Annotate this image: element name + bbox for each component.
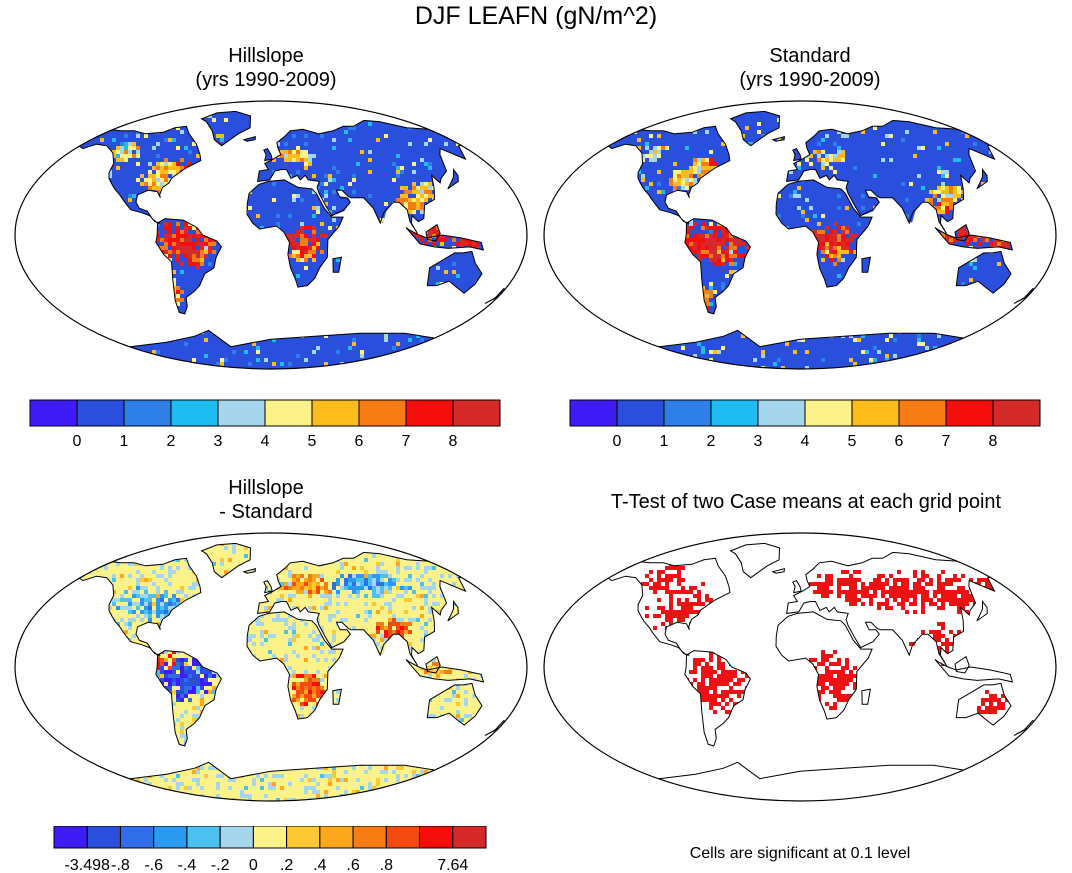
colorbar-tick-label: 4 (261, 433, 270, 450)
map-hillslope (14, 100, 528, 370)
map-border (14, 532, 528, 802)
colorbar-swatch (119, 826, 155, 849)
colorbar-tick-label: 1 (660, 433, 669, 450)
panel-title-line: Standard (769, 45, 851, 67)
colorbar-swatch (898, 399, 947, 427)
map-standard (543, 100, 1057, 370)
colorbar-tick-label: .4 (313, 857, 326, 873)
colorbar-tick-label: -.4 (178, 857, 197, 873)
panel-title-line: T-Test of two Case means at each grid po… (610, 491, 1002, 513)
colorbar-swatch (123, 399, 172, 427)
land-fill (78, 543, 508, 801)
map-difference (14, 532, 528, 802)
colorbar-tick-label: -.2 (211, 857, 230, 873)
colorbar-swatch (569, 399, 618, 427)
colorbar-tick-label: 7.64 (437, 857, 468, 873)
colorbar-swatch (311, 399, 360, 427)
colorbar-tick-label: .2 (280, 857, 293, 873)
colorbar-swatch (851, 399, 900, 427)
colorbar-tick-label: 6 (895, 433, 904, 450)
map-ttest (543, 532, 1057, 802)
colorbar-tick-label: 0 (249, 857, 258, 873)
panel-title-line: (yrs 1990-2009) (739, 69, 881, 91)
colorbar-tick-label: 0 (613, 433, 622, 450)
panel-title-ttest: T-Test of two Case means at each grid po… (540, 490, 1072, 514)
colorbar-tick-label: 3 (754, 433, 763, 450)
colorbar-swatch (385, 826, 421, 849)
colorbar-tick-label: 4 (801, 433, 810, 450)
colorbar-tick-label: 1 (120, 433, 129, 450)
colorbar-swatch (352, 826, 387, 849)
colorbar-swatch (170, 399, 219, 427)
colorbar-tick-label: 2 (707, 433, 716, 450)
colorbar-swatch (53, 826, 88, 849)
colorbar-swatch (186, 826, 221, 849)
colorbar-swatch (452, 399, 501, 427)
colorbar-difference: -3.498 -.8 -.6 -.4 -.2 0 .2 .4 .6 .8 7.64 (53, 826, 487, 873)
colorbar-swatch (419, 826, 454, 849)
colorbar-swatch (252, 826, 288, 849)
panel-title-standard: Standard (yrs 1990-2009) (680, 44, 940, 92)
colorbar-swatch (219, 826, 254, 849)
colorbar-swatch (319, 826, 354, 849)
colorbar-swatch (710, 399, 759, 427)
colorbar-swatch (663, 399, 712, 427)
significance-footnote: Cells are significant at 0.1 level (689, 845, 911, 862)
colorbar-swatch (757, 399, 806, 427)
map-border (543, 532, 1057, 802)
colorbar-tick-label: 6 (355, 433, 364, 450)
colorbar-swatch (358, 399, 407, 427)
panel-title-line: (yrs 1990-2009) (195, 69, 337, 91)
colorbar-tick-label: 5 (308, 433, 317, 450)
colorbar-tick-label: -.8 (111, 857, 130, 873)
colorbar-swatch (286, 826, 321, 849)
coastlines (607, 110, 1038, 369)
land-fill (78, 111, 508, 369)
colorbar-tick-label: 0 (73, 433, 82, 450)
colorbar-swatch (153, 826, 188, 849)
panel-title-line: - Standard (219, 501, 313, 523)
colorbar-swatch (804, 399, 853, 427)
colorbar-tick-label: -3.498 (65, 857, 110, 873)
colorbar-swatch (992, 399, 1041, 427)
map-border (14, 100, 528, 370)
colorbar-tick-label: 5 (848, 433, 857, 450)
land-fill (607, 111, 1037, 369)
colorbar-tick-label: .6 (346, 857, 359, 873)
colorbar-swatch (452, 826, 487, 849)
colorbar-tick-label: 7 (402, 433, 411, 450)
panel-title-hillslope: Hillslope (yrs 1990-2009) (136, 44, 396, 92)
colorbar-tick-label: 7 (942, 433, 951, 450)
panel-title-line: Hillslope (228, 477, 304, 499)
colorbar-hillslope: 0 1 2 3 4 5 6 7 8 (29, 399, 501, 450)
colorbar-tick-label: 8 (989, 433, 998, 450)
colorbar-tick-label: 3 (214, 433, 223, 450)
colorbar-tick-label: .8 (380, 857, 393, 873)
colorbar-swatch (29, 399, 78, 427)
panel-title-difference: Hillslope - Standard (136, 476, 396, 524)
colorbar-swatch (86, 826, 121, 849)
colorbar-tick-label: -.6 (144, 857, 163, 873)
panel-title-line: Hillslope (228, 45, 304, 67)
colorbar-swatch (945, 399, 994, 427)
colorbar-swatch (76, 399, 125, 427)
colorbar-tick-label: 2 (167, 433, 176, 450)
colorbar-swatch (217, 399, 266, 427)
figure-title: DJF LEAFN (gN/m^2) (414, 2, 658, 30)
colorbar-swatch (616, 399, 665, 427)
colorbar-standard: 0 1 2 3 4 5 6 7 8 (569, 399, 1041, 450)
colorbar-swatch (405, 399, 454, 427)
map-border (543, 100, 1057, 370)
colorbar-swatch (264, 399, 313, 427)
colorbar-tick-label: 8 (449, 433, 458, 450)
